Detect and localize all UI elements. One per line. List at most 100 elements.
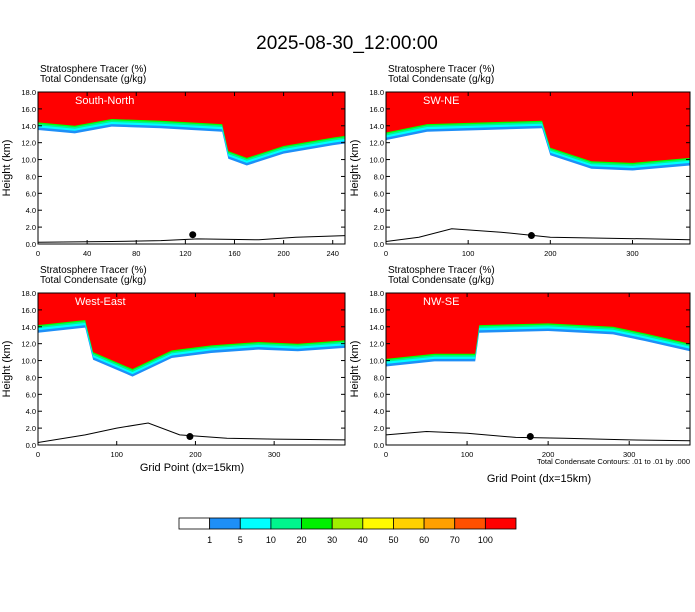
y-tick-label: 12.0 xyxy=(369,340,384,349)
panel-3-plot: West-East 0.0 2.0 4.0 6.0 8.0 10.0 12.0 14.0 16.0… xyxy=(21,289,346,459)
colorbar-label: 20 xyxy=(297,535,307,545)
y-tick-label: 4.0 xyxy=(374,407,384,416)
colorbar-swatch xyxy=(484,517,517,530)
x-tick-label: 200 xyxy=(277,249,290,258)
x-tick-label: 200 xyxy=(544,249,557,258)
colorbar-swatch xyxy=(301,517,333,530)
terrain-line xyxy=(386,430,690,442)
colorbar-label: 1 xyxy=(207,535,212,545)
x-tick-label: 0 xyxy=(384,450,388,459)
x-tick-label: 300 xyxy=(623,450,636,459)
panel-south-north: Stratosphere Tracer (%) Total Condensate… xyxy=(1,64,346,258)
x-tick-label: 200 xyxy=(189,450,202,459)
x-tick-label: 120 xyxy=(179,249,192,258)
y-tick-label: 2.0 xyxy=(26,424,36,433)
x-tick-label: 100 xyxy=(110,450,123,459)
colorbar-swatch xyxy=(331,517,364,530)
panel-3-header-tracer: Stratosphere Tracer (%) xyxy=(40,265,147,276)
colorbar-label: 60 xyxy=(419,535,429,545)
plot-frame xyxy=(37,91,346,245)
y-tick-label: 0.0 xyxy=(374,240,384,249)
tracer-core xyxy=(38,293,345,369)
y-tick-label: 10.0 xyxy=(21,357,36,366)
panel-label: South-North xyxy=(75,95,134,107)
panel-4-header-condensate: Total Condensate (g/kg) xyxy=(388,275,494,286)
colorbar-label: 50 xyxy=(388,535,398,545)
y-tick-label: 16.0 xyxy=(21,306,36,315)
colorbar-label: 100 xyxy=(478,535,493,545)
y-tick-label: 2.0 xyxy=(374,424,384,433)
terrain-line xyxy=(38,235,345,243)
panel-3-ylabel: Height (km) xyxy=(1,341,13,398)
colorbar-label: 40 xyxy=(358,535,368,545)
x-tick-label: 300 xyxy=(268,450,281,459)
plot-frame xyxy=(385,91,691,245)
y-tick-label: 10.0 xyxy=(369,357,384,366)
panel-4-xlabel: Grid Point (dx=15km) xyxy=(487,473,591,485)
y-tick-label: 4.0 xyxy=(374,206,384,215)
location-marker xyxy=(186,433,194,441)
x-tick-label: 240 xyxy=(326,249,339,258)
plot-frame xyxy=(37,292,346,446)
colorbar-swatch xyxy=(209,517,241,530)
panel-nw-se: Stratosphere Tracer (%) Total Condensate… xyxy=(349,265,691,485)
x-tick-label: 0 xyxy=(36,450,40,459)
y-tick-label: 18.0 xyxy=(21,88,36,97)
colorbar-swatch xyxy=(423,517,456,530)
tracer-core xyxy=(386,92,690,163)
panel-2-plot: SW-NE 0.0 2.0 4.0 6.0 8.0 10.0 12.0 14.0 16.0 18.0… xyxy=(369,88,691,258)
panel-4-plot: NW-SE 0.0 2.0 4.0 6.0 8.0 10.0 12.0 14.0 16.0 18.0… xyxy=(369,289,691,459)
colorbar-label: 5 xyxy=(238,535,243,545)
x-tick-label: 200 xyxy=(542,450,555,459)
panel-1-header-condensate: Total Condensate (g/kg) xyxy=(40,74,146,85)
colorbar-swatch xyxy=(270,517,302,530)
y-tick-label: 0.0 xyxy=(26,240,36,249)
y-tick-label: 2.0 xyxy=(26,223,36,232)
x-tick-label: 40 xyxy=(83,249,91,258)
colorbar-label: 10 xyxy=(266,535,276,545)
x-tick-label: 0 xyxy=(36,249,40,258)
y-tick-label: 14.0 xyxy=(369,122,384,131)
colorbar: 1 5 10 20 30 40 50 60 70 100 xyxy=(178,517,517,545)
terrain-line xyxy=(38,422,345,443)
colorbar-swatch xyxy=(454,517,486,530)
colorbar-swatch xyxy=(239,517,272,530)
y-tick-label: 14.0 xyxy=(21,122,36,131)
contour-note: Total Condensate Contours: .01 to .01 by… xyxy=(537,457,690,466)
y-tick-label: 18.0 xyxy=(21,289,36,298)
terrain-line xyxy=(386,228,690,242)
y-tick-label: 12.0 xyxy=(369,139,384,148)
tracer-core xyxy=(386,293,690,359)
y-tick-label: 6.0 xyxy=(374,189,384,198)
y-tick-label: 4.0 xyxy=(26,407,36,416)
y-tick-label: 16.0 xyxy=(21,105,36,114)
y-tick-label: 14.0 xyxy=(21,323,36,332)
y-tick-label: 4.0 xyxy=(26,206,36,215)
y-tick-label: 10.0 xyxy=(369,156,384,165)
panel-label: West-East xyxy=(75,296,126,308)
y-tick-label: 12.0 xyxy=(21,340,36,349)
y-tick-label: 0.0 xyxy=(26,441,36,450)
colorbar-swatch xyxy=(393,517,425,530)
colorbar-label: 30 xyxy=(327,535,337,545)
x-tick-label: 100 xyxy=(462,249,475,258)
plot-frame xyxy=(385,292,691,446)
x-tick-label: 300 xyxy=(626,249,639,258)
panel-sw-ne: Stratosphere Tracer (%) Total Condensate… xyxy=(349,64,691,258)
y-tick-label: 16.0 xyxy=(369,105,384,114)
x-tick-label: 80 xyxy=(132,249,140,258)
y-tick-label: 6.0 xyxy=(26,189,36,198)
tracer-core xyxy=(38,92,345,158)
y-tick-label: 8.0 xyxy=(26,373,36,382)
y-tick-label: 10.0 xyxy=(21,156,36,165)
x-tick-label: 160 xyxy=(228,249,241,258)
y-tick-label: 18.0 xyxy=(369,289,384,298)
colorbar-label: 70 xyxy=(450,535,460,545)
panel-1-plot: South-North 0.0 2.0 4.0 6.0 8.0 10.0 12.0 14.0 16… xyxy=(21,88,346,258)
panel-2-header-tracer: Stratosphere Tracer (%) xyxy=(388,64,495,75)
panel-2-header-condensate: Total Condensate (g/kg) xyxy=(388,74,494,85)
y-tick-label: 0.0 xyxy=(374,441,384,450)
colorbar-swatch xyxy=(178,517,211,530)
panel-4-header-tracer: Stratosphere Tracer (%) xyxy=(388,265,495,276)
